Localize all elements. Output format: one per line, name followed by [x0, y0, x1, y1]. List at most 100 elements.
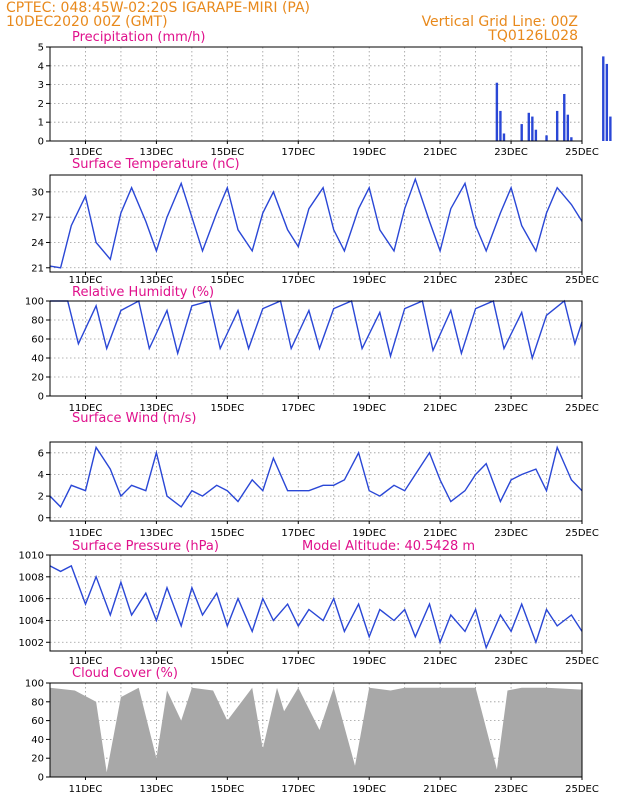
series-line — [49, 177, 583, 269]
x-tick-label: 13DEC — [140, 403, 174, 414]
precip-bar — [545, 135, 548, 141]
header-grid-note: Vertical Grid Line: 00Z — [422, 14, 578, 30]
x-tick-label: 13DEC — [140, 275, 174, 286]
y-tick-label: 60 — [31, 335, 44, 346]
y-tick-label: 0 — [38, 773, 44, 784]
x-tick-label: 17DEC — [281, 275, 315, 286]
y-tick-label: 1008 — [19, 572, 44, 583]
series-line — [50, 299, 583, 361]
y-tick-label: 0 — [38, 513, 44, 524]
x-tick-label: 25DEC — [565, 275, 599, 286]
header-location: CPTEC: 048:45W-02:20S IGARAPE-MIRI (PA) — [6, 0, 310, 16]
y-tick-label: 20 — [31, 373, 44, 384]
y-tick-label: 1010 — [19, 551, 44, 562]
y-tick-label: 80 — [31, 316, 44, 327]
y-tick-label: 40 — [31, 735, 44, 746]
x-tick-label: 11DEC — [69, 147, 103, 158]
x-tick-label: 25DEC — [565, 656, 599, 667]
panel-title: Relative Humidity (%) — [72, 285, 214, 300]
precip-bar — [502, 133, 506, 141]
x-tick-label: 17DEC — [281, 528, 315, 539]
x-tick-label: 23DEC — [494, 147, 528, 158]
x-tick-label: 21DEC — [423, 784, 457, 795]
x-tick-label: 23DEC — [494, 275, 528, 286]
series-line — [49, 564, 583, 650]
meteogram-panels: 0 1 2 3 4 5 11DEC 13DEC 15DEC 17DEC 19DEC 21DEC 23DE… — [19, 30, 612, 795]
x-tick-label: 25DEC — [565, 528, 599, 539]
panel-frame — [49, 441, 583, 522]
y-tick-label: 80 — [31, 697, 44, 708]
precip-bar — [609, 116, 612, 141]
y-tick-label: 30 — [31, 187, 44, 198]
x-tick-label: 19DEC — [352, 403, 386, 414]
precip-bar — [531, 116, 534, 141]
x-tick-label: 23DEC — [494, 528, 528, 539]
y-tick-label: 2 — [38, 99, 44, 110]
x-tick-label: 13DEC — [140, 528, 174, 539]
x-tick-label: 21DEC — [423, 528, 457, 539]
precip-bar — [534, 129, 538, 141]
panel-wind: 0 2 4 6 11DEC 13DEC 15DEC 17DEC 19DEC 21DEC 23DEC 2… — [38, 411, 599, 539]
precip-bar — [527, 112, 530, 141]
x-tick-label: 19DEC — [352, 784, 386, 795]
x-tick-label: 21DEC — [423, 403, 457, 414]
panel-frame — [49, 554, 583, 652]
y-tick-label: 1006 — [19, 594, 44, 605]
panel-title: Cloud Cover (%) — [72, 666, 178, 681]
series-line — [49, 445, 583, 509]
cloud-cover-area — [50, 687, 582, 777]
y-tick-label: 0 — [38, 392, 44, 403]
x-tick-label: 17DEC — [281, 784, 315, 795]
y-tick-label: 100 — [25, 679, 44, 690]
panel-cloud-cover: 0 20 40 60 80 100 11DEC 13DEC 15DEC 17DEC 19DEC 21D… — [25, 666, 599, 795]
y-tick-label: 27 — [31, 213, 44, 224]
x-tick-label: 15DEC — [210, 656, 244, 667]
panel-title: Surface Temperature (nC) — [72, 157, 240, 172]
x-tick-label: 25DEC — [565, 784, 599, 795]
x-tick-label: 15DEC — [210, 528, 244, 539]
panel-title: Surface Pressure (hPa) — [72, 539, 219, 554]
x-tick-label: 11DEC — [69, 403, 103, 414]
x-tick-label: 19DEC — [352, 275, 386, 286]
y-tick-label: 4 — [38, 61, 44, 72]
panel-temperature: 21 24 27 30 11DEC 13DEC 15DEC 17DEC 19DEC 21DEC 23… — [31, 157, 599, 286]
x-tick-label: 13DEC — [140, 784, 174, 795]
panel-frame — [49, 682, 583, 778]
y-tick-label: 21 — [31, 263, 44, 274]
x-tick-label: 15DEC — [210, 275, 244, 286]
y-tick-label: 3 — [38, 80, 44, 91]
x-tick-label: 13DEC — [140, 147, 174, 158]
panel-title: Precipitation (mm/h) — [72, 30, 205, 45]
x-tick-label: 23DEC — [494, 656, 528, 667]
x-tick-label: 17DEC — [281, 403, 315, 414]
precip-bar — [605, 63, 609, 141]
panel-frame — [49, 46, 583, 142]
precip-bar — [520, 124, 523, 141]
x-tick-label: 13DEC — [140, 656, 174, 667]
x-tick-label: 19DEC — [352, 528, 386, 539]
panel-frame — [49, 300, 583, 397]
x-tick-label: 21DEC — [423, 275, 457, 286]
precip-bar — [555, 110, 559, 141]
y-tick-label: 5 — [38, 43, 44, 54]
x-tick-label: 15DEC — [210, 784, 244, 795]
x-tick-label: 11DEC — [69, 656, 103, 667]
x-tick-label: 25DEC — [565, 147, 599, 158]
x-tick-label: 17DEC — [281, 656, 315, 667]
x-tick-label: 23DEC — [494, 784, 528, 795]
y-tick-label: 2 — [38, 492, 44, 503]
y-tick-label: 40 — [31, 354, 44, 365]
x-tick-label: 19DEC — [352, 147, 386, 158]
x-tick-label: 19DEC — [352, 656, 386, 667]
precip-bar — [570, 137, 573, 141]
x-tick-label: 15DEC — [210, 147, 244, 158]
y-tick-label: 4 — [38, 470, 44, 481]
y-tick-label: 24 — [31, 238, 44, 249]
y-tick-label: 60 — [31, 716, 44, 727]
panel-precipitation: 0 1 2 3 4 5 11DEC 13DEC 15DEC 17DEC 19DEC 21DEC 23DE… — [38, 30, 612, 158]
y-tick-label: 1004 — [19, 616, 44, 627]
panel-pressure: 1002 1004 1006 1008 1010 11DEC 13DEC 15DEC 17DEC… — [19, 539, 599, 667]
x-tick-label: 17DEC — [281, 147, 315, 158]
y-tick-label: 0 — [38, 137, 44, 148]
